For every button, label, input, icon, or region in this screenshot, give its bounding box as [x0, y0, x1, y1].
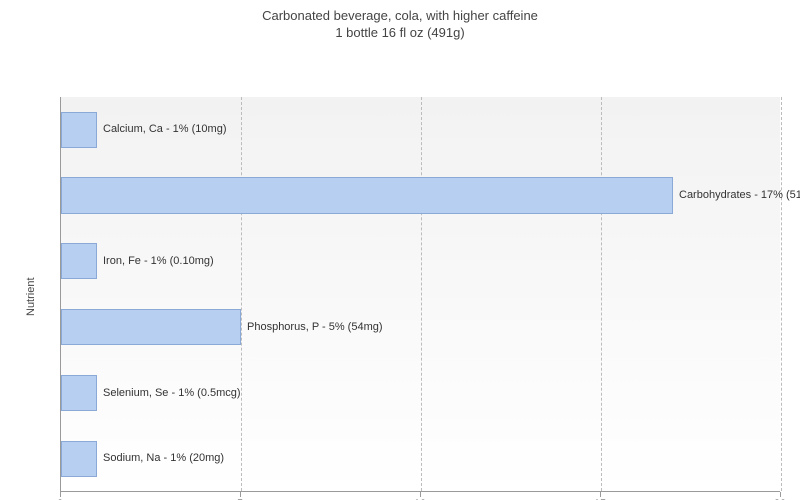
plot-area: Calcium, Ca - 1% (10mg)Carbohydrates - 1… — [60, 97, 780, 492]
grid-line — [241, 97, 242, 491]
bar — [61, 243, 97, 279]
grid-line — [601, 97, 602, 491]
chart-title-line2: 1 bottle 16 fl oz (491g) — [0, 25, 800, 42]
x-tick — [600, 492, 601, 497]
chart-title-line1: Carbonated beverage, cola, with higher c… — [0, 8, 800, 25]
bar — [61, 309, 241, 345]
y-axis-label: Nutrient — [25, 278, 37, 317]
bar — [61, 441, 97, 477]
grid-line — [781, 97, 782, 491]
bar-label: Selenium, Se - 1% (0.5mcg) — [103, 387, 241, 399]
bar — [61, 375, 97, 411]
grid-line — [421, 97, 422, 491]
bar-label: Calcium, Ca - 1% (10mg) — [103, 123, 226, 135]
bar-label: Iron, Fe - 1% (0.10mg) — [103, 255, 214, 267]
x-tick — [240, 492, 241, 497]
x-tick — [420, 492, 421, 497]
bar — [61, 112, 97, 148]
x-tick — [780, 492, 781, 497]
bar-label: Phosphorus, P - 5% (54mg) — [247, 321, 383, 333]
chart-title: Carbonated beverage, cola, with higher c… — [0, 0, 800, 42]
bar — [61, 177, 673, 213]
bar-label: Carbohydrates - 17% (51.95g) — [679, 189, 800, 201]
bar-label: Sodium, Na - 1% (20mg) — [103, 452, 224, 464]
x-tick — [60, 492, 61, 497]
